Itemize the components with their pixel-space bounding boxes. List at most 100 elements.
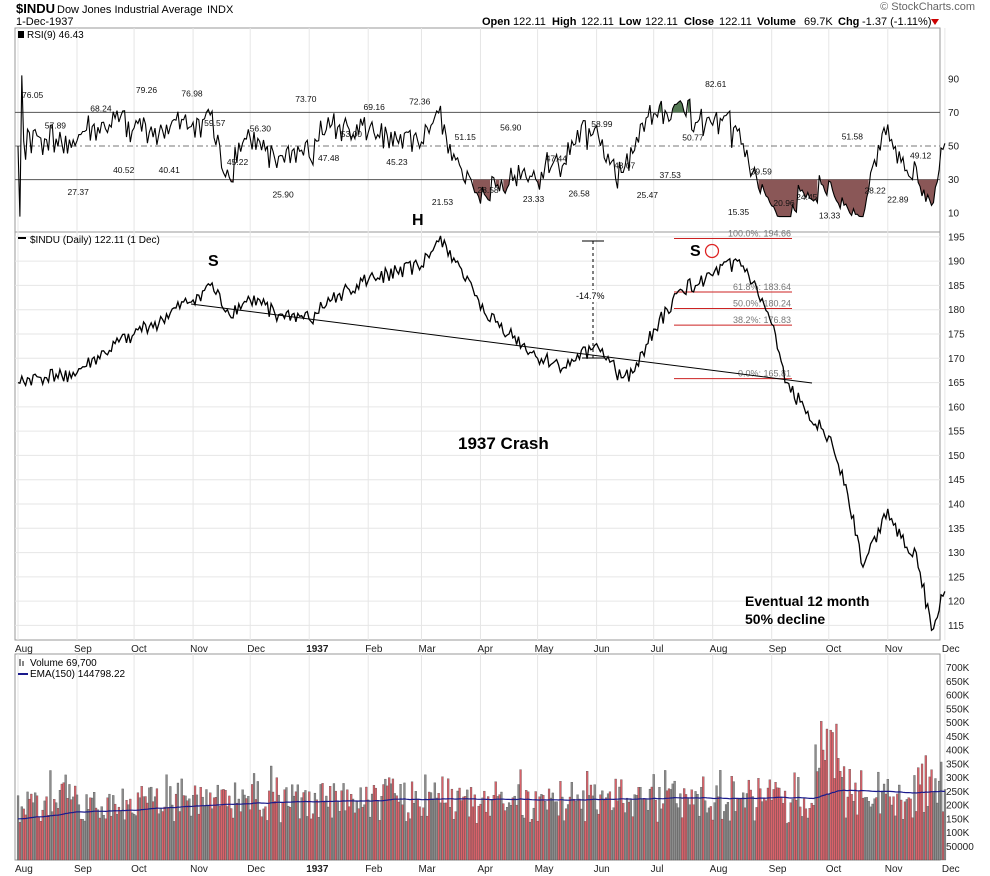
rsi-oversold-fill xyxy=(495,179,500,192)
volume-panel: 50000 100K 150K 200K 250K 300K 350K 400K 450K 500… xyxy=(16,663,974,861)
volume-bar xyxy=(431,798,435,861)
rsi-value-label: 37.53 xyxy=(660,170,682,180)
volume-bar xyxy=(34,792,37,861)
rsi-value-label: 59.57 xyxy=(204,118,226,128)
price-legend-swatch xyxy=(18,237,26,239)
volume-bar xyxy=(224,790,227,861)
volume-bar xyxy=(313,792,317,861)
month-label: Nov xyxy=(190,864,208,875)
volume-bar xyxy=(610,810,613,861)
volume-bar xyxy=(56,808,60,861)
volume-bar xyxy=(426,815,429,861)
volume-bar xyxy=(673,780,676,861)
month-label: Oct xyxy=(131,644,147,655)
volume-bar xyxy=(842,766,846,861)
volume-bar xyxy=(742,792,745,861)
volume-bar xyxy=(723,811,726,861)
volume-bar xyxy=(646,810,650,861)
volume-bar xyxy=(877,771,880,861)
volume-bar xyxy=(232,817,235,861)
volume-bar xyxy=(37,817,41,861)
rsi-oversold-fill xyxy=(503,179,509,194)
volume-bar xyxy=(618,786,621,861)
volume-bar xyxy=(692,804,695,861)
volume-bar xyxy=(138,797,141,861)
volume-bar xyxy=(664,770,667,861)
volume-bar xyxy=(601,790,604,861)
rsi-value-label: 56.30 xyxy=(250,123,272,133)
price-tick-label: 150 xyxy=(948,451,965,462)
volume-bar xyxy=(780,796,783,861)
volume-bar xyxy=(47,815,50,861)
volume-bar xyxy=(755,807,758,861)
volume-bar xyxy=(717,796,720,861)
volume-bar xyxy=(448,807,452,861)
rsi-value-label: 76.05 xyxy=(22,90,44,100)
pattern-annotations: S H S 1937 Crash Eventual 12 month 50% d… xyxy=(190,212,869,627)
volume-value: 69.7K xyxy=(804,16,833,28)
volume-bar xyxy=(740,798,743,861)
volume-bar xyxy=(544,801,547,861)
volume-bar xyxy=(399,784,402,861)
rsi-value-label: 21.53 xyxy=(432,197,454,207)
volume-bar xyxy=(924,755,927,861)
volume-bar xyxy=(16,795,20,861)
volume-bar xyxy=(230,808,233,861)
price-legend: $INDU (Daily) 122.11 (1 Dec) xyxy=(18,235,160,246)
month-label: Jun xyxy=(594,864,610,875)
volume-bar xyxy=(867,801,870,861)
rsi-value-label: 39.59 xyxy=(751,166,773,176)
volume-bar xyxy=(553,801,556,861)
volume-bar xyxy=(70,799,73,861)
rsi-legend: RSI(9) 46.43 xyxy=(18,30,84,41)
price-tick-label: 125 xyxy=(948,572,965,583)
volume-bar xyxy=(310,818,313,861)
volume-tick-label: 400K xyxy=(946,746,970,757)
month-label: Aug xyxy=(15,864,33,875)
volume-bar xyxy=(624,812,627,861)
volume-bar xyxy=(764,800,768,861)
volume-bar xyxy=(218,806,221,861)
volume-bar xyxy=(622,803,625,861)
volume-bar xyxy=(690,789,693,861)
month-label: Sep xyxy=(74,864,92,875)
volume-bar xyxy=(940,761,943,861)
volume-bar xyxy=(327,806,330,861)
volume-bar xyxy=(766,787,770,861)
volume-bar xyxy=(536,821,539,861)
chg-label: Chg xyxy=(838,16,859,28)
volume-bar xyxy=(711,819,714,861)
month-label: Nov xyxy=(190,644,208,655)
volume-bar xyxy=(563,820,566,861)
rsi-value-label: 73.70 xyxy=(295,94,317,104)
volume-bar xyxy=(473,794,476,861)
volume-bar xyxy=(79,818,82,861)
volume-bar xyxy=(587,795,591,861)
volume-bar xyxy=(43,800,46,861)
volume-bar xyxy=(837,758,840,861)
fib-label: 38.2%: 176.83 xyxy=(733,315,791,325)
volume-tick-label: 650K xyxy=(946,677,970,688)
volume-bar xyxy=(28,798,31,861)
volume-bar xyxy=(909,798,912,861)
volume-bar xyxy=(131,812,134,861)
volume-bar xyxy=(117,806,121,861)
volume-bar xyxy=(645,799,648,861)
volume-bar xyxy=(212,797,216,861)
volume-bar xyxy=(285,787,288,861)
volume-bar xyxy=(669,789,672,861)
month-axes: Aug Aug Sep Sep Oct Oct Nov Nov Dec Dec 1937 1937 Fe… xyxy=(15,28,960,875)
volume-bar xyxy=(203,805,206,861)
volume-bar xyxy=(262,808,265,861)
low-label: Low xyxy=(619,16,641,28)
month-label: Dec xyxy=(942,864,960,875)
volume-bar xyxy=(757,778,760,861)
volume-bar xyxy=(709,806,712,861)
volume-bar xyxy=(18,822,22,861)
volume-bar xyxy=(494,781,497,861)
volume-bar xyxy=(226,806,229,861)
volume-bar xyxy=(348,806,351,861)
volume-bar xyxy=(163,806,166,861)
month-label: Oct xyxy=(826,864,842,875)
month-label: May xyxy=(535,644,554,655)
